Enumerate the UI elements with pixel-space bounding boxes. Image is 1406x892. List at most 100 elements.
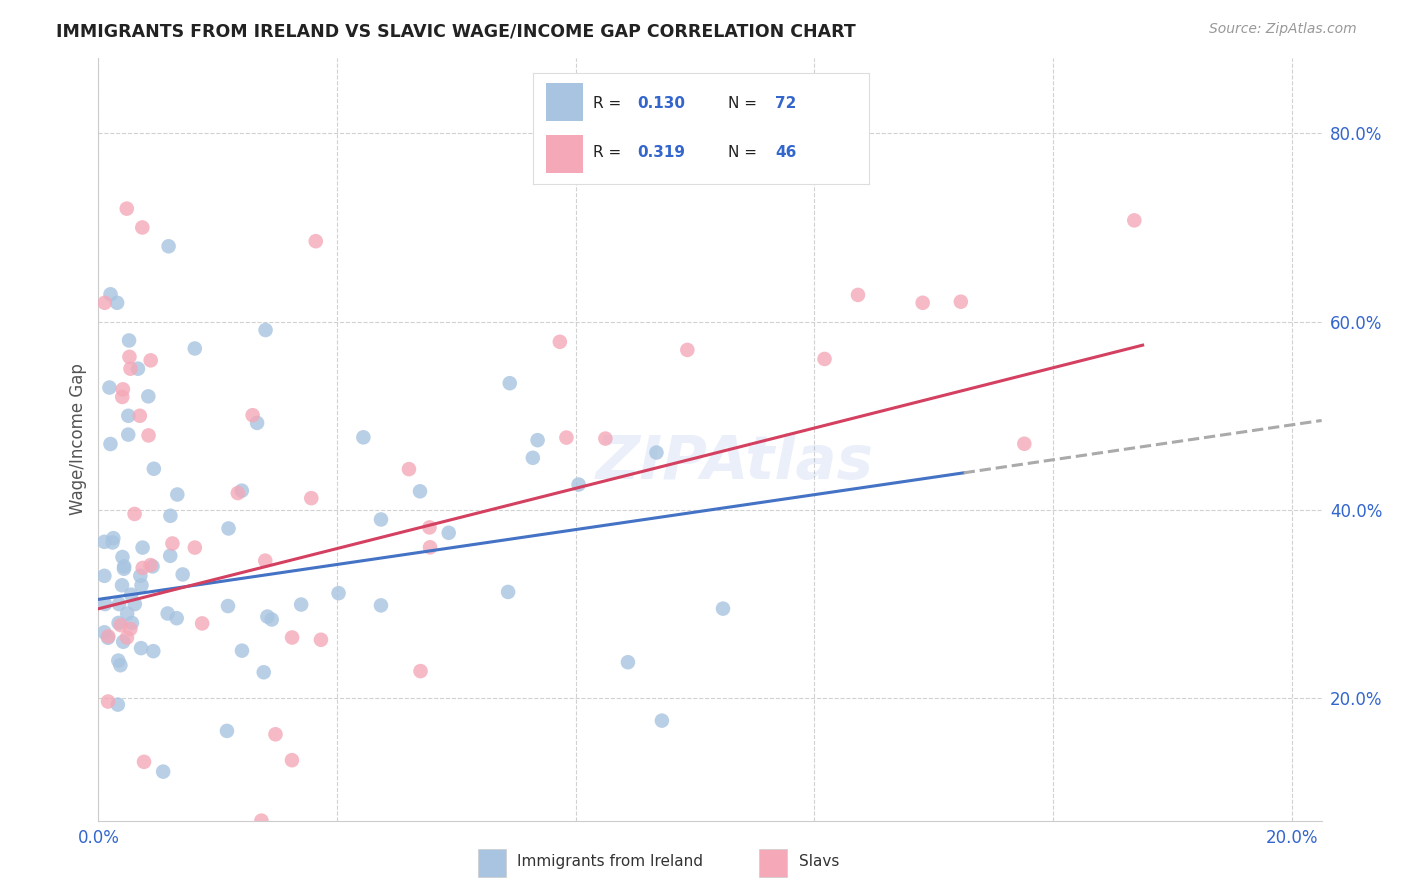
- Point: [112, 634, 135, 648]
- Text: Immigrants from Ireland: Immigrants from Ireland: [517, 855, 703, 869]
- Point: [142, 644, 165, 658]
- Point: [191, 616, 214, 631]
- Point: [254, 554, 277, 568]
- Point: [526, 433, 548, 447]
- Point: [121, 615, 143, 630]
- Text: ZIPAtlas: ZIPAtlas: [596, 433, 873, 491]
- Text: Source: ZipAtlas.com: Source: ZipAtlas.com: [1209, 22, 1357, 37]
- Point: [159, 549, 181, 563]
- Point: [370, 599, 392, 613]
- Point: [309, 632, 332, 647]
- Point: [166, 611, 188, 625]
- Point: [156, 607, 179, 621]
- Point: [949, 294, 972, 309]
- Point: [617, 655, 640, 669]
- Point: [101, 535, 124, 549]
- Point: [107, 615, 129, 630]
- Point: [242, 408, 264, 422]
- Point: [398, 462, 420, 476]
- Point: [328, 586, 350, 600]
- Point: [124, 507, 146, 521]
- Point: [127, 361, 149, 376]
- Point: [555, 431, 578, 445]
- Point: [522, 450, 544, 465]
- Point: [184, 541, 207, 555]
- Point: [217, 599, 239, 613]
- Point: [246, 416, 269, 430]
- Point: [103, 531, 125, 545]
- Point: [108, 597, 131, 611]
- Point: [437, 525, 460, 540]
- Point: [124, 597, 146, 611]
- Point: [100, 437, 122, 451]
- Point: [281, 631, 304, 645]
- Point: [1014, 436, 1036, 450]
- Point: [231, 483, 253, 498]
- Point: [129, 641, 152, 656]
- Point: [136, 389, 159, 403]
- Point: [159, 508, 181, 523]
- Point: [409, 664, 432, 678]
- Point: [107, 698, 129, 712]
- Y-axis label: Wage/Income Gap: Wage/Income Gap: [69, 363, 87, 516]
- Point: [138, 428, 160, 442]
- Point: [152, 764, 174, 779]
- Point: [131, 561, 153, 575]
- Point: [120, 622, 142, 636]
- Point: [112, 559, 135, 574]
- Point: [305, 234, 328, 248]
- Point: [645, 445, 668, 459]
- Text: IMMIGRANTS FROM IRELAND VS SLAVIC WAGE/INCOME GAP CORRELATION CHART: IMMIGRANTS FROM IRELAND VS SLAVIC WAGE/I…: [56, 22, 856, 40]
- Point: [94, 597, 117, 611]
- Point: [254, 323, 277, 337]
- Point: [162, 536, 184, 550]
- Point: [115, 202, 138, 216]
- Point: [111, 390, 134, 404]
- Point: [260, 613, 283, 627]
- Point: [253, 665, 276, 680]
- Point: [218, 521, 240, 535]
- Point: [166, 487, 188, 501]
- Point: [231, 643, 253, 657]
- Point: [139, 558, 162, 573]
- Point: [129, 569, 152, 583]
- Point: [115, 631, 138, 645]
- Point: [184, 342, 207, 356]
- Point: [128, 409, 150, 423]
- Point: [111, 578, 134, 592]
- Point: [131, 578, 153, 592]
- Point: [93, 569, 115, 583]
- Point: [105, 295, 128, 310]
- Point: [112, 562, 135, 576]
- Point: [97, 694, 120, 708]
- Point: [142, 461, 165, 475]
- Point: [120, 361, 142, 376]
- Point: [226, 486, 249, 500]
- Text: Slavs: Slavs: [799, 855, 839, 869]
- Point: [110, 618, 132, 632]
- Point: [139, 353, 162, 368]
- Point: [132, 755, 155, 769]
- Point: [568, 477, 591, 491]
- Point: [141, 559, 163, 574]
- Point: [1123, 213, 1146, 227]
- Point: [107, 654, 129, 668]
- Point: [111, 382, 134, 396]
- Point: [846, 288, 869, 302]
- Point: [115, 607, 138, 621]
- Point: [93, 625, 115, 640]
- Point: [117, 427, 139, 442]
- Point: [499, 376, 522, 391]
- Point: [93, 295, 115, 310]
- Point: [110, 658, 132, 673]
- Point: [352, 430, 374, 444]
- Point: [118, 350, 141, 364]
- Point: [370, 512, 392, 526]
- Point: [100, 287, 122, 301]
- Point: [264, 727, 287, 741]
- Point: [250, 814, 273, 828]
- Point: [118, 334, 141, 348]
- Point: [131, 220, 153, 235]
- Point: [711, 601, 734, 615]
- Point: [548, 334, 571, 349]
